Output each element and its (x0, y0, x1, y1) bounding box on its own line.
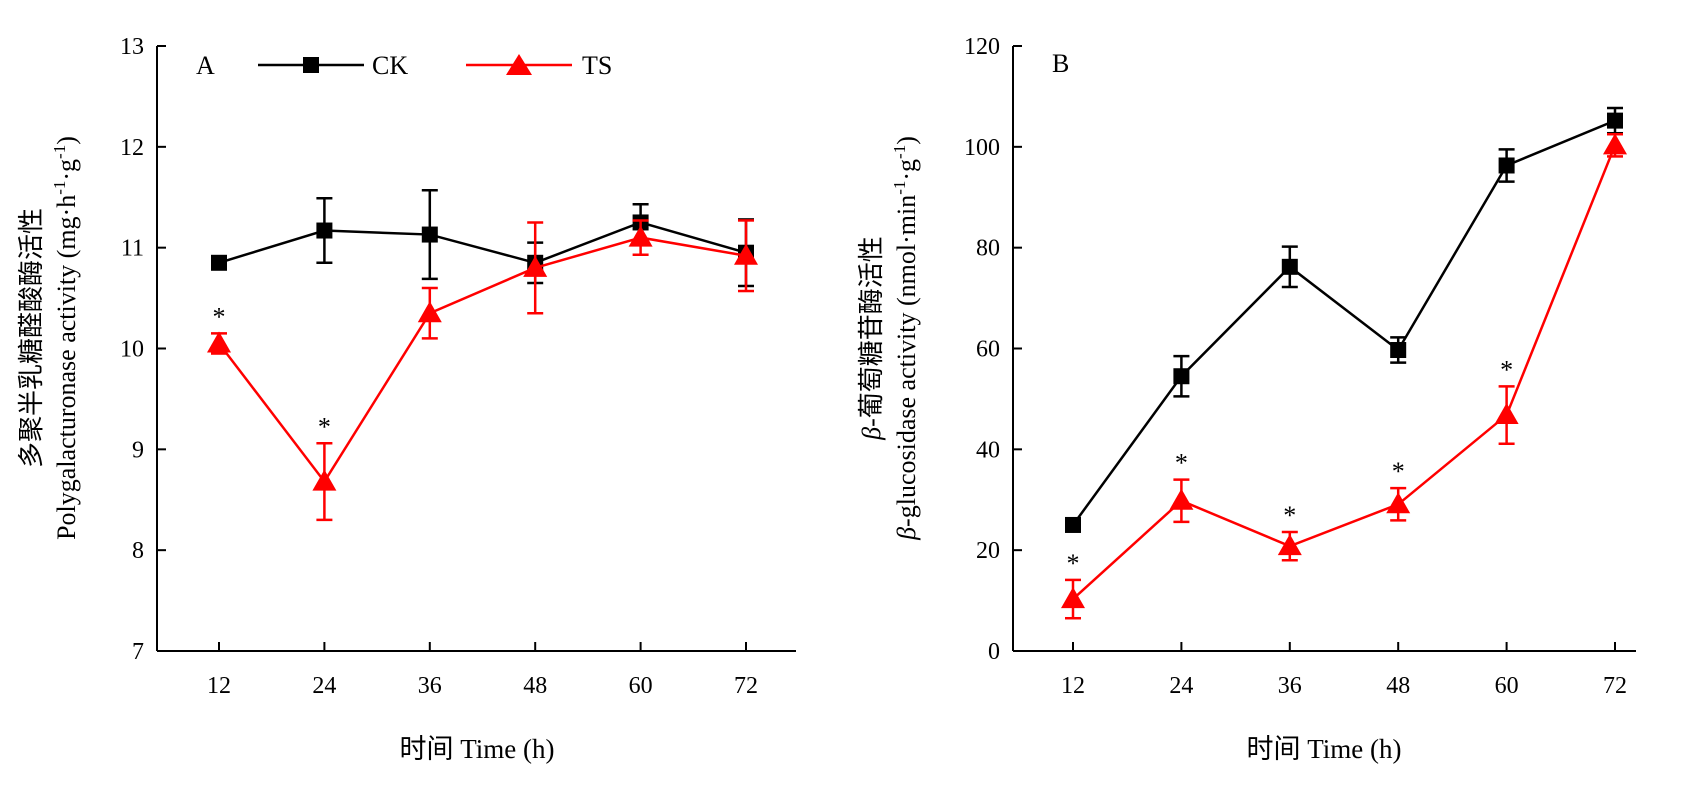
panel-b-x-label: 时间 Time (h) (1246, 734, 1401, 764)
panel-b-x-tick-label: 24 (1169, 673, 1193, 699)
panel-b-series-ck-point (1281, 258, 1298, 275)
panel-a-letter: A (196, 51, 215, 80)
panel-a-y-tick-label: 12 (120, 135, 144, 161)
panel-b-x-ticks: 12 24 36 48 60 72 (1061, 642, 1627, 699)
panel-b-series: * * * * * (1061, 106, 1627, 620)
panel-b-series-ts-significance-mark: * (1392, 457, 1405, 486)
panel-a-series-ts-point (628, 225, 653, 247)
panel-b-y-tick-label: 100 (964, 135, 1000, 161)
panel-b-series-ck-point (1607, 112, 1623, 129)
panel-a-x-tick-label: 12 (207, 673, 231, 699)
panel-b-series-ck (1065, 106, 1623, 533)
panel-b-x-tick-label: 12 (1061, 673, 1085, 699)
panel-b-x-tick-label: 72 (1603, 673, 1627, 699)
panel-a-x-ticks: 12 24 36 48 60 72 (207, 642, 758, 699)
panel-a-y-label-cn: 多聚半乳糖醛酸酶活性 (17, 208, 46, 468)
legend-ck-label: CK (372, 51, 408, 80)
panel-b-y-tick-label: 20 (976, 538, 1000, 564)
panel-b-y-tick-label: 40 (976, 437, 1000, 463)
panel-b-series-ts-point (1386, 492, 1411, 514)
panel-a-series-ck-point (316, 222, 333, 239)
panel-b-series-ck-line (1071, 119, 1616, 526)
panel-b-y-tick-label: 0 (988, 639, 1000, 665)
panel-b-y-tick-label: 120 (964, 34, 1000, 60)
legend-ck-marker (303, 57, 319, 73)
panel-b-series-ts-point (1061, 587, 1085, 609)
panel-b-series-ts-line (1072, 144, 1617, 600)
panel-b-series-ts-significance-mark: * (1067, 549, 1080, 578)
panel-b-series-ck-point (1390, 342, 1407, 359)
panel-a-x-label: 时间 Time (h) (399, 734, 554, 764)
panel-a-y-tick-label: 11 (121, 236, 144, 262)
panel-a-series-ck-point (211, 254, 227, 271)
panel-a-y-tick-label: 13 (120, 34, 144, 60)
panel-a-series-ts-line (218, 236, 747, 484)
panel-b-series-ts-point (1603, 133, 1627, 155)
panel-b-y-tick-label: 60 (976, 337, 1000, 363)
panel-b-series-ts: * * * * * (1061, 132, 1627, 620)
panel-b-series-ck-point (1065, 516, 1081, 533)
panel-b-series-ts-point (1277, 534, 1302, 556)
panel-a-y-tick-label: 7 (132, 639, 144, 665)
panel-b-y-tick-label: 80 (976, 236, 1000, 262)
panel-a-series-ts-point (417, 301, 442, 323)
panel-a-series-ck-line (218, 221, 747, 265)
panel-a-series-ck-point (421, 226, 438, 243)
panel-a-series: ** (207, 188, 758, 522)
panel-a-series-ts: ** (207, 219, 758, 522)
panel-b-letter: B (1052, 49, 1069, 78)
panel-b-series-ts-significance-mark: * (1175, 449, 1188, 478)
panel-a-y-ticks: 7 8 9 10 11 12 13 (120, 34, 166, 665)
panel-a-y-tick-label: 8 (132, 538, 144, 564)
panel-b-series-ck-point (1498, 157, 1515, 174)
panel-a-series-ts-point (312, 469, 337, 491)
legend-ts-marker (506, 54, 532, 75)
panel-b-y-label-en: β-glucosidase activity (nmol·min-1·g-1) (890, 136, 921, 541)
panel-b-x-tick-label: 36 (1278, 673, 1302, 699)
panel-a-series-ts-point (734, 243, 758, 265)
panel-b-series-ts-point (1169, 488, 1194, 510)
panel-a-y-tick-label: 9 (132, 437, 144, 463)
panel-a-x-tick-label: 72 (734, 673, 758, 699)
panel-a-x-tick-label: 60 (629, 673, 653, 699)
panel-a-x-tick-label: 36 (418, 673, 442, 699)
panel-a-series-ts-significance-mark: * (213, 302, 226, 331)
panel-a-series-ts-significance-mark: * (318, 412, 331, 441)
panel-b-series-ts-point (1494, 403, 1519, 425)
panel-b: 0 20 40 60 80 100 120 12 24 36 48 60 72 * * * * * B 时间 … (857, 34, 1636, 764)
legend-ts-label: TS (582, 51, 612, 80)
panel-b-y-label-cn: β-葡萄糖苷酶活性 (857, 236, 886, 441)
panel-b-y-ticks: 0 20 40 60 80 100 120 (964, 34, 1022, 665)
panel-a-y-tick-label: 10 (120, 337, 144, 363)
panel-b-x-tick-label: 48 (1386, 673, 1410, 699)
panel-b-series-ck-point (1173, 368, 1190, 385)
panel-a-x-tick-label: 24 (312, 673, 336, 699)
legend: CK TS (258, 51, 612, 80)
panel-b-y-label: β-葡萄糖苷酶活性 β-glucosidase activity (nmol·m… (857, 136, 921, 541)
panel-b-series-ts-significance-mark: * (1283, 501, 1296, 530)
panel-a-y-label: 多聚半乳糖醛酸酶活性 Polygalacturonase activity (m… (17, 136, 81, 540)
panel-b-series-ts-significance-mark: * (1500, 355, 1513, 384)
panel-a-y-label-en: Polygalacturonase activity (mg·h-1·g-1) (50, 136, 81, 540)
panel-a-series-ck (211, 188, 754, 288)
panel-a-series-ts-point (523, 255, 548, 277)
panel-a-x-tick-label: 48 (523, 673, 547, 699)
panel-a-series-ts-point (207, 331, 231, 353)
panel-b-x-tick-label: 60 (1495, 673, 1519, 699)
